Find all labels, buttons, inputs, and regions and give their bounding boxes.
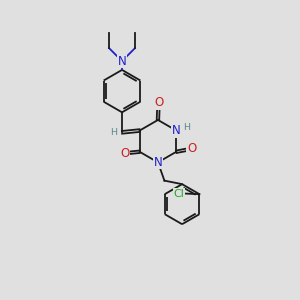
- Text: H: H: [183, 122, 190, 131]
- Text: O: O: [187, 142, 196, 155]
- Text: N: N: [154, 156, 162, 169]
- Text: N: N: [118, 55, 126, 68]
- Text: H: H: [110, 128, 117, 137]
- Text: Cl: Cl: [173, 189, 184, 199]
- Text: N: N: [172, 124, 181, 137]
- Text: O: O: [154, 96, 163, 110]
- Text: O: O: [120, 147, 130, 160]
